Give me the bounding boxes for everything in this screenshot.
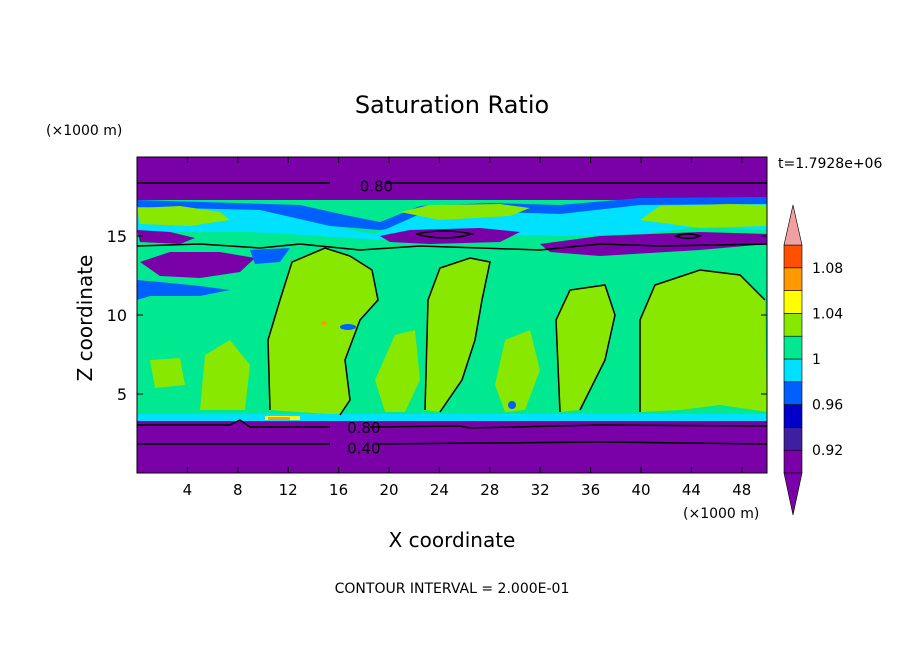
colorbar-segment: [783, 335, 803, 360]
x-axis-label: X coordinate: [389, 528, 516, 552]
dry-lower-layer: [137, 421, 767, 473]
colorbar-tick-label: 0.96: [812, 398, 843, 414]
x-tick-label: 8: [233, 481, 243, 499]
upper-green-patch-left: [137, 206, 230, 226]
colorbar-tick-label: 1.04: [812, 306, 843, 322]
contour-label: 0.80: [360, 177, 393, 195]
x-tick-label: 40: [631, 481, 650, 499]
purple-lens-mid: [380, 228, 520, 244]
colorbar-segment: [783, 404, 803, 428]
contour-lines: [137, 182, 767, 445]
contour-lens-right: [673, 233, 703, 240]
purple-lens-lower-left: [140, 252, 255, 278]
dry-pocket-2: [508, 401, 516, 409]
x-axis-ticks: 4 8 12 16 20 24 28 32 36 40 44 48: [183, 157, 751, 499]
contour-label-group: 0.80 0.80 0.40: [347, 177, 393, 457]
purple-lens-right: [540, 232, 767, 256]
colorbar-segment: [783, 358, 803, 383]
colorbar-segment: [783, 381, 803, 405]
upper-green-patch-right: [640, 204, 767, 228]
purple-lens-left: [137, 230, 195, 244]
y-axis-ticks: 5 10 15: [107, 227, 767, 404]
colorbar-segment: [783, 244, 803, 269]
colorbar-upper-triangle: [783, 204, 803, 246]
x-tick-label: 36: [581, 481, 600, 499]
x-unit-label: (×1000 m): [683, 506, 759, 522]
cloud-column-6: [375, 330, 420, 412]
y-tick-label: 10: [107, 306, 127, 325]
blue-edge-left: [137, 280, 230, 300]
y-tick-label: 15: [107, 227, 127, 246]
contour-lens: [415, 230, 475, 239]
upper-cyan-band: [137, 204, 767, 240]
colorbar-tick-label: 1: [812, 352, 821, 368]
footer-label: CONTOUR INTERVAL = 2.000E-01: [335, 581, 570, 597]
saturation-field: [137, 157, 767, 473]
x-tick-label: 28: [480, 481, 499, 499]
colorbar-tick-label: 1.08: [812, 261, 843, 277]
lower-cyan-band: [137, 414, 767, 422]
dry-pocket-1: [340, 324, 356, 330]
x-tick-label: 20: [379, 481, 398, 499]
chart-title: Saturation Ratio: [355, 91, 549, 119]
cloud-column-5: [200, 340, 250, 410]
contour-label: 0.80: [347, 419, 380, 437]
contour-cloud-edge-2: [424, 257, 491, 413]
colorbar-lower-triangle: [783, 472, 803, 516]
x-tick-label: 16: [329, 481, 348, 499]
contour-wide-layer: [137, 243, 767, 251]
colorbar-segment: [783, 290, 803, 314]
x-tick-label: 32: [531, 481, 550, 499]
colorbar-tick-label: 0.92: [812, 443, 843, 459]
x-tick-label: 4: [183, 481, 193, 499]
blue-edge-mid: [250, 248, 290, 264]
colorbar-segment: [783, 449, 803, 474]
cloud-column-2: [425, 258, 490, 412]
contour-cloud-edge-3: [555, 284, 616, 413]
contour-080-lower: [137, 419, 767, 429]
colorbar-segment: [783, 427, 803, 451]
y-unit-label: (×1000 m): [46, 123, 122, 139]
x-tick-label: 48: [732, 481, 751, 499]
colorbar-segment: [783, 313, 803, 337]
time-label: t=1.7928e+06: [778, 156, 882, 172]
upper-green-patch-mid: [400, 204, 530, 220]
colorbar-segment: [783, 267, 803, 291]
x-tick-label: 44: [682, 481, 701, 499]
cloud-column-3: [556, 285, 615, 412]
contour-cloud-edge-1: [267, 247, 379, 416]
y-axis-label: Z coordinate: [73, 255, 97, 382]
x-tick-label: 24: [430, 481, 449, 499]
lower-orange-band: [268, 417, 290, 420]
cloud-column-7: [495, 330, 540, 412]
cloud-strip-lower: [150, 358, 185, 388]
contour-040-lower: [137, 441, 767, 445]
contour-cloud-edge-4: [639, 269, 766, 412]
cloud-column-1: [268, 248, 378, 415]
contour-label: 0.40: [347, 440, 380, 458]
y-tick-label: 5: [117, 385, 127, 404]
moist-pocket-1: [321, 321, 327, 325]
dry-upper-layer: [137, 157, 767, 200]
colorbar: 0.92 0.96 1 1.04 1.08: [783, 204, 843, 516]
cloud-column-4: [640, 270, 767, 412]
x-tick-label: 12: [279, 481, 298, 499]
